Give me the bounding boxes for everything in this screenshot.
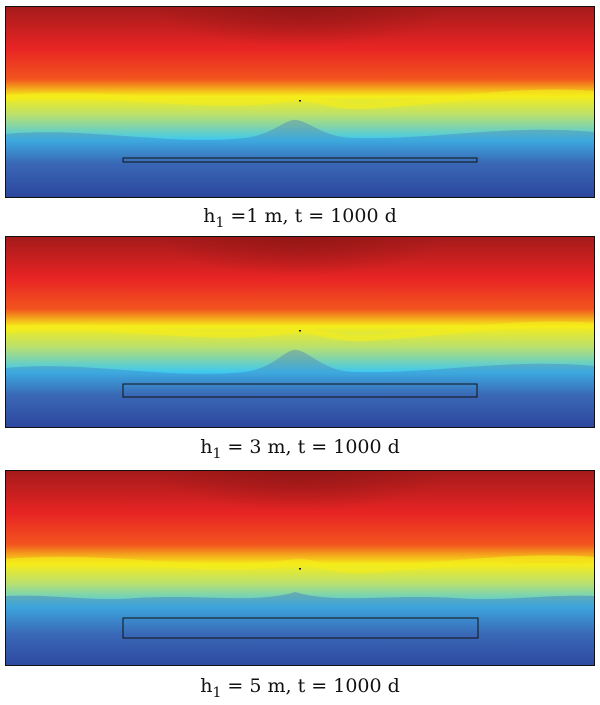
field-panel-3 [5,470,595,666]
observation-point-1 [299,100,301,102]
observation-point-2 [299,330,301,332]
structure-outline-3 [122,617,479,639]
structure-outline-2 [122,383,478,398]
structure-outline-1 [122,157,478,163]
panel-1-caption: h1 =1 m, t = 1000 d [203,205,397,231]
field-panel-2 [5,236,595,428]
panel-2-caption: h1 = 3 m, t = 1000 d [200,436,400,462]
field-panel-1 [5,6,595,198]
panel-3-caption: h1 = 5 m, t = 1000 d [200,675,400,701]
observation-point-3 [299,568,301,570]
